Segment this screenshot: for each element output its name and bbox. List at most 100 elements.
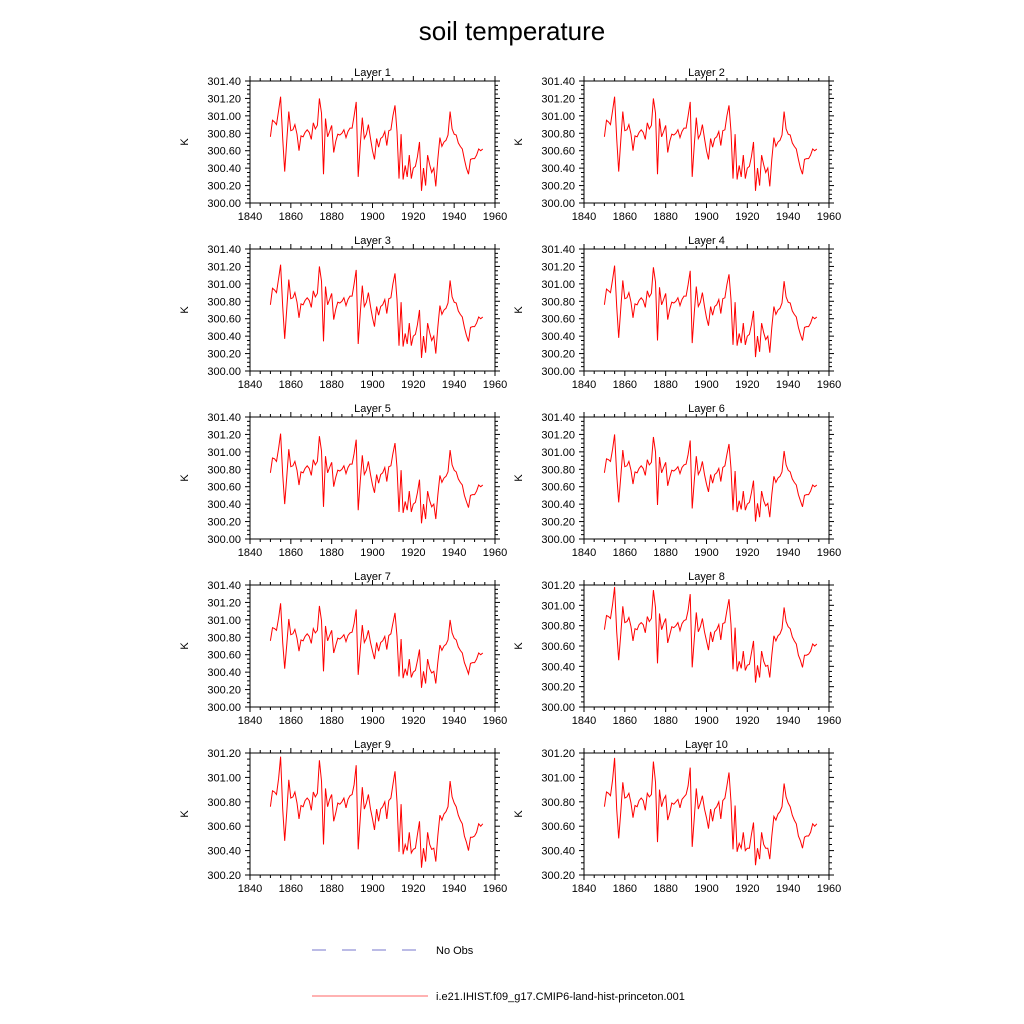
x-tick-label: 1940 bbox=[442, 883, 466, 895]
x-tick-label: 1880 bbox=[653, 547, 677, 559]
x-tick-label: 1940 bbox=[776, 883, 800, 895]
y-tick-label: 300.80 bbox=[207, 296, 241, 308]
x-tick-label: 1860 bbox=[613, 211, 637, 223]
x-tick-label: 1840 bbox=[238, 547, 262, 559]
y-tick-label: 300.00 bbox=[541, 534, 575, 546]
series-line bbox=[269, 264, 484, 358]
x-tick-label: 1900 bbox=[360, 211, 384, 223]
y-tick-label: 300.80 bbox=[541, 296, 575, 308]
x-tick-label: 1940 bbox=[442, 547, 466, 559]
y-tick-label: 301.40 bbox=[541, 76, 575, 88]
x-tick-label: 1860 bbox=[613, 715, 637, 727]
panel-title: Layer 8 bbox=[688, 571, 725, 583]
legend-label: i.e21.IHIST.f09_g17.CMIP6-land-hist-prin… bbox=[436, 991, 685, 1003]
x-tick-label: 1860 bbox=[613, 547, 637, 559]
y-tick-label: 300.40 bbox=[541, 499, 575, 511]
panel-title: Layer 5 bbox=[354, 403, 391, 415]
x-tick-label: 1940 bbox=[776, 211, 800, 223]
y-tick-label: 300.20 bbox=[541, 517, 575, 529]
y-tick-label: 301.20 bbox=[541, 261, 575, 273]
panel-title: Layer 7 bbox=[354, 571, 391, 583]
x-tick-label: 1960 bbox=[817, 715, 841, 727]
panel-title: Layer 9 bbox=[354, 739, 391, 751]
x-tick-label: 1880 bbox=[653, 379, 677, 391]
panel-title: Layer 4 bbox=[688, 235, 725, 247]
plot-frame bbox=[583, 584, 830, 708]
y-tick-label: 301.40 bbox=[207, 244, 241, 256]
x-tick-label: 1880 bbox=[319, 883, 343, 895]
y-tick-label: 300.40 bbox=[207, 499, 241, 511]
x-tick-label: 1960 bbox=[483, 379, 507, 391]
series-line bbox=[269, 433, 484, 524]
y-tick-label: 300.80 bbox=[541, 797, 575, 809]
y-axis-label: K bbox=[513, 810, 525, 818]
main-title: soil temperature bbox=[419, 16, 605, 46]
y-tick-label: 301.00 bbox=[541, 447, 575, 459]
y-axis-label: K bbox=[179, 474, 191, 482]
chart-panel: Layer 9 K 1840 1860 1880 1900 1920 1940 1960 300.… bbox=[179, 739, 507, 895]
y-tick-label: 300.00 bbox=[541, 198, 575, 210]
x-tick-label: 1920 bbox=[735, 379, 759, 391]
y-tick-label: 300.60 bbox=[541, 821, 575, 833]
y-tick-label: 300.40 bbox=[541, 331, 575, 343]
y-axis-label: K bbox=[179, 138, 191, 146]
y-tick-label: 300.00 bbox=[207, 366, 241, 378]
chart-panel: Layer 1 K 1840 1860 1880 1900 1920 1940 1960 300.… bbox=[179, 67, 507, 223]
y-tick-label: 301.00 bbox=[541, 279, 575, 291]
y-tick-label: 300.60 bbox=[207, 821, 241, 833]
y-tick-label: 300.80 bbox=[541, 621, 575, 633]
x-tick-label: 1840 bbox=[238, 211, 262, 223]
x-tick-label: 1860 bbox=[279, 211, 303, 223]
y-tick-label: 300.40 bbox=[541, 163, 575, 175]
x-tick-label: 1840 bbox=[572, 715, 596, 727]
y-tick-label: 300.00 bbox=[541, 366, 575, 378]
x-tick-label: 1960 bbox=[483, 883, 507, 895]
chart-panel: Layer 6 K 1840 1860 1880 1900 1920 1940 1960 300.… bbox=[513, 403, 841, 559]
y-tick-label: 301.00 bbox=[207, 615, 241, 627]
x-tick-label: 1920 bbox=[735, 211, 759, 223]
y-tick-label: 301.40 bbox=[207, 580, 241, 592]
y-tick-label: 300.20 bbox=[207, 685, 241, 697]
x-tick-label: 1920 bbox=[401, 379, 425, 391]
y-tick-label: 300.60 bbox=[541, 146, 575, 158]
panel-title: Layer 6 bbox=[688, 403, 725, 415]
x-tick-label: 1880 bbox=[319, 547, 343, 559]
panel-title: Layer 2 bbox=[688, 67, 725, 79]
x-tick-label: 1960 bbox=[817, 547, 841, 559]
x-tick-label: 1880 bbox=[319, 379, 343, 391]
chart-panel: Layer 7 K 1840 1860 1880 1900 1920 1940 1960 300.… bbox=[179, 571, 507, 727]
y-tick-label: 300.40 bbox=[207, 163, 241, 175]
series-line bbox=[603, 757, 818, 866]
x-tick-label: 1920 bbox=[401, 547, 425, 559]
y-tick-label: 301.40 bbox=[207, 76, 241, 88]
y-tick-label: 300.20 bbox=[541, 682, 575, 694]
y-tick-label: 300.20 bbox=[207, 181, 241, 193]
x-tick-label: 1920 bbox=[735, 547, 759, 559]
x-tick-label: 1920 bbox=[401, 211, 425, 223]
x-tick-label: 1880 bbox=[653, 715, 677, 727]
x-tick-label: 1920 bbox=[735, 883, 759, 895]
series-line bbox=[269, 756, 484, 868]
x-tick-label: 1940 bbox=[776, 547, 800, 559]
y-axis-label: K bbox=[513, 306, 525, 314]
x-tick-label: 1860 bbox=[279, 547, 303, 559]
x-tick-label: 1900 bbox=[694, 379, 718, 391]
x-tick-label: 1840 bbox=[572, 883, 596, 895]
x-tick-label: 1920 bbox=[401, 715, 425, 727]
x-tick-label: 1860 bbox=[613, 379, 637, 391]
y-tick-label: 301.00 bbox=[541, 600, 575, 612]
y-tick-label: 300.80 bbox=[207, 464, 241, 476]
y-tick-label: 300.60 bbox=[207, 146, 241, 158]
y-tick-label: 300.20 bbox=[541, 349, 575, 361]
x-tick-label: 1960 bbox=[817, 211, 841, 223]
panel-title: Layer 10 bbox=[685, 739, 728, 751]
y-axis-label: K bbox=[513, 642, 525, 650]
y-tick-label: 301.00 bbox=[541, 111, 575, 123]
y-tick-label: 301.20 bbox=[541, 93, 575, 105]
series-line bbox=[269, 96, 484, 191]
y-tick-label: 301.00 bbox=[207, 279, 241, 291]
x-tick-label: 1940 bbox=[776, 715, 800, 727]
x-tick-label: 1900 bbox=[360, 883, 384, 895]
y-tick-label: 300.00 bbox=[207, 534, 241, 546]
x-tick-label: 1860 bbox=[279, 715, 303, 727]
